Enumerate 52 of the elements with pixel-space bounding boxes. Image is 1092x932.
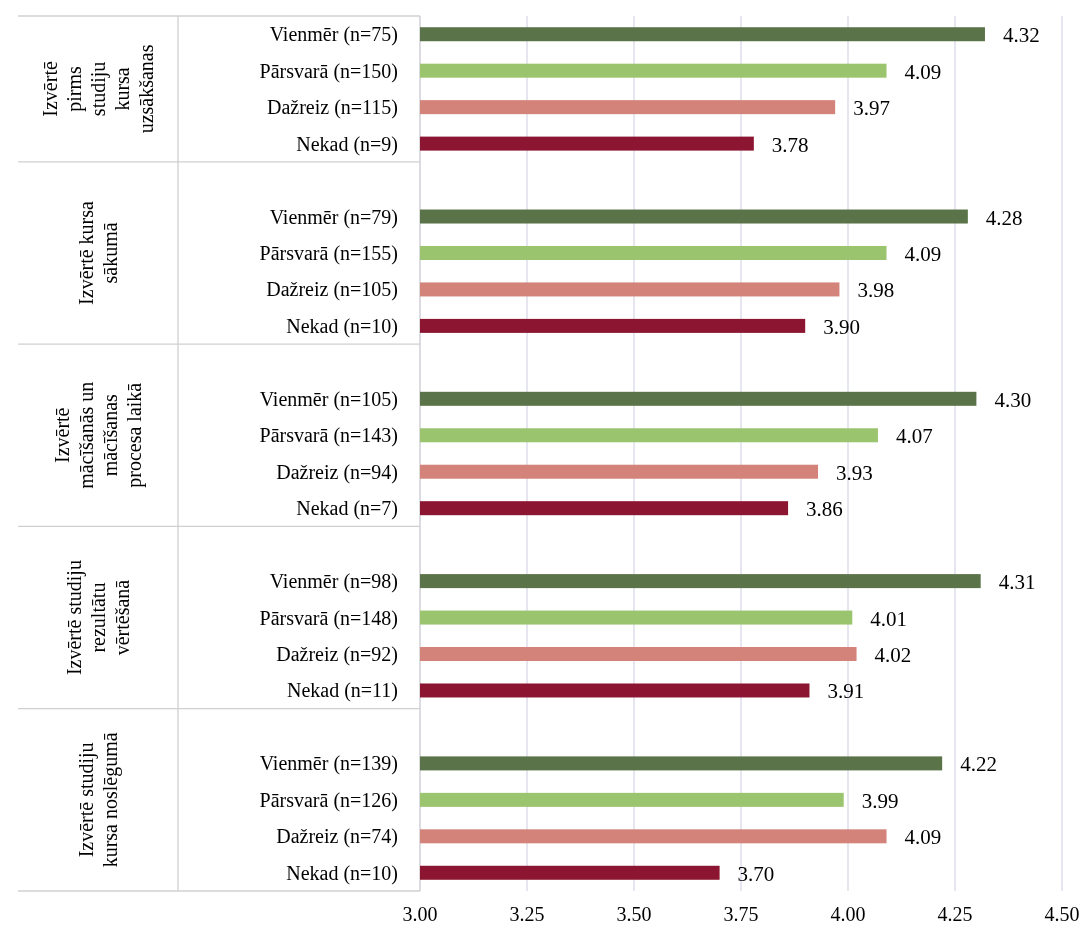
data-label: 4.28: [985, 205, 1023, 230]
data-label: 4.09: [904, 241, 942, 266]
y-tick-label: Nekad (n=7): [296, 497, 398, 521]
y-tick-label: Nekad (n=9): [296, 132, 398, 156]
y-tick-label: Vienmēr (n=105): [259, 387, 398, 411]
data-label: 3.98: [857, 278, 895, 303]
y-tick-label: Nekad (n=10): [286, 314, 398, 338]
text: Izvērtē studiju kursa noslēgumā: [75, 732, 122, 868]
data-label: 4.02: [874, 643, 912, 668]
data-label: 3.99: [861, 788, 899, 813]
x-tick-label: 3.25: [509, 903, 545, 925]
y-tick-label: Dažreiz (n=115): [266, 96, 398, 120]
data-label: 3.86: [806, 497, 843, 522]
x-tick-label: 4.00: [830, 903, 866, 925]
y-tick-label: Vienmēr (n=98): [269, 570, 398, 594]
data-label: 3.70: [737, 861, 775, 886]
data-label: 3.78: [771, 132, 809, 157]
y-tick-label: Dažreiz (n=92): [276, 643, 398, 667]
y-tick-label: Vienmēr (n=139): [259, 752, 398, 776]
data-label: 4.22: [960, 752, 997, 777]
data-label: 4.09: [904, 59, 942, 84]
data-label: 4.09: [904, 825, 942, 850]
y-tick-label: Vienmēr (n=75): [269, 23, 398, 47]
y-tick-label: Pārsvarā (n=143): [259, 424, 398, 448]
y-tick-label: Pārsvarā (n=150): [259, 59, 398, 83]
data-label: 4.07: [895, 424, 933, 449]
y-tick-label: Dažreiz (n=74): [276, 825, 398, 849]
y-tick-label: Pārsvarā (n=148): [259, 606, 398, 630]
data-label: 4.32: [1002, 23, 1040, 48]
x-tick-label: 3.75: [723, 903, 759, 925]
data-label: 4.31: [998, 570, 1036, 595]
data-label: 3.93: [836, 460, 873, 485]
y-tick-label: Dažreiz (n=94): [276, 460, 398, 484]
x-tick-label: 4.25: [937, 903, 973, 925]
text: Izvērtē kursa sākumā: [75, 200, 121, 305]
y-tick-label: Nekad (n=10): [286, 861, 398, 885]
y-tick-label: Dažreiz (n=105): [266, 278, 398, 302]
x-tick-label: 3.50: [616, 903, 652, 925]
data-label: 3.91: [827, 679, 865, 704]
y-tick-label: Nekad (n=11): [286, 679, 398, 703]
y-tick-label: Vienmēr (n=79): [269, 205, 398, 229]
data-label: 4.30: [994, 387, 1032, 412]
data-label: 3.97: [853, 96, 890, 121]
y-tick-label: Pārsvarā (n=126): [259, 788, 398, 812]
text: Izvērtē mācīšanās un mācīšanas procesa laikā: [51, 381, 146, 489]
data-label: 4.01: [870, 606, 908, 631]
text: Izvērtē pirms studiju kursa uzsākšanas: [39, 44, 157, 134]
y-tick-label: Pārsvarā (n=155): [259, 241, 398, 265]
data-label: 3.90: [823, 314, 860, 339]
text: Izvērtē studiju rezultātu vērtēšanā: [63, 560, 133, 676]
x-tick-label: 3.00: [402, 903, 438, 925]
x-tick-label: 4.50: [1044, 903, 1080, 925]
